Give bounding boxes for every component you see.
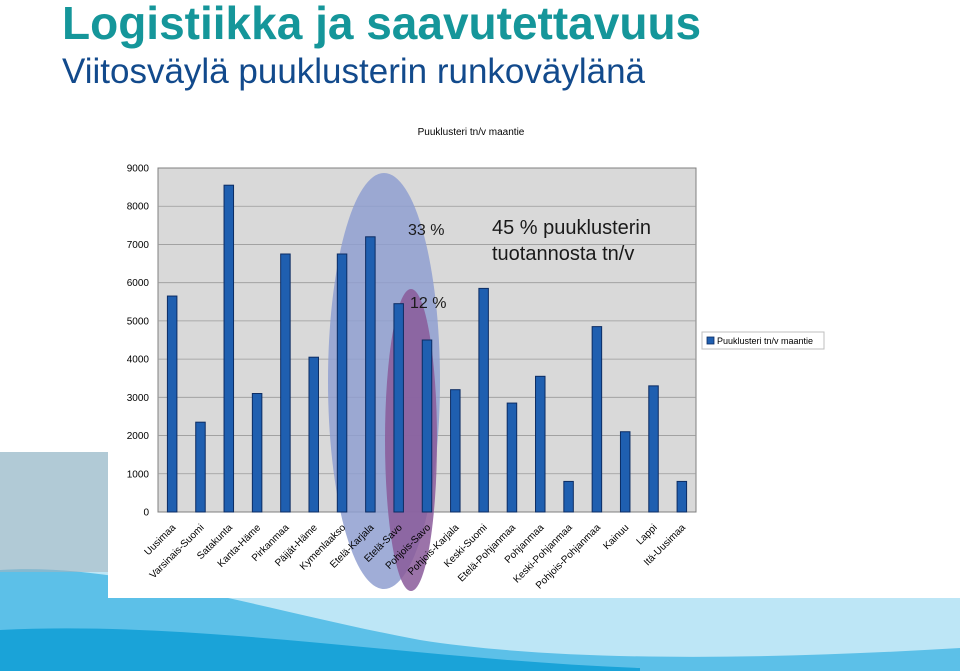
annotation-12-percent: 12 % (410, 295, 446, 312)
annotation-33-percent: 33 % (408, 222, 444, 239)
legend-box (701, 331, 825, 350)
y-tick-label: 4000 (127, 355, 150, 366)
bar (421, 339, 433, 513)
bar (223, 184, 235, 513)
bar (619, 431, 631, 513)
bar (308, 356, 319, 513)
bar (450, 389, 461, 513)
legend-swatch (706, 336, 715, 345)
annotation-45-percent: 45 % puuklusterin tuotannosta tn/v (492, 217, 651, 265)
y-tick-label: 8000 (127, 202, 150, 213)
bar (676, 480, 688, 513)
bar (393, 303, 404, 513)
y-tick-label: 9000 (127, 164, 150, 175)
chart-title: Puuklusteri tn/v maantie (418, 127, 525, 138)
y-tick-label: 2000 (127, 431, 150, 442)
bar (365, 236, 376, 513)
footer-band-grey (0, 452, 108, 572)
footer-wave-dark (0, 628, 640, 671)
bar (280, 253, 291, 513)
bar (478, 287, 489, 513)
y-tick-label: 5000 (127, 316, 150, 327)
bar (648, 385, 659, 513)
bar (535, 375, 546, 513)
slide-subtitle: Viitosväylä puuklusterin runkoväylänä (62, 52, 646, 91)
bar (251, 393, 263, 513)
bar (166, 295, 178, 513)
slide-title: Logistiikka ja saavutettavuus (62, 0, 702, 49)
legend: Puuklusteri tn/v maantie (701, 331, 825, 350)
bar (591, 326, 603, 513)
y-tick-label: 6000 (127, 278, 150, 289)
y-axis-tick-labels: 0 1000 2000 3000 4000 5000 6000 7000 8000 9000 (127, 164, 150, 519)
legend-label: Puuklusteri tn/v maantie (717, 336, 813, 346)
bar (336, 253, 348, 513)
y-tick-label: 0 (143, 508, 149, 519)
bar (195, 421, 206, 513)
y-tick-label: 1000 (127, 469, 150, 480)
y-tick-label: 3000 (127, 393, 150, 404)
y-tick-label: 7000 (127, 240, 150, 251)
bar (563, 480, 574, 513)
bars (166, 184, 688, 513)
bar (506, 402, 518, 513)
